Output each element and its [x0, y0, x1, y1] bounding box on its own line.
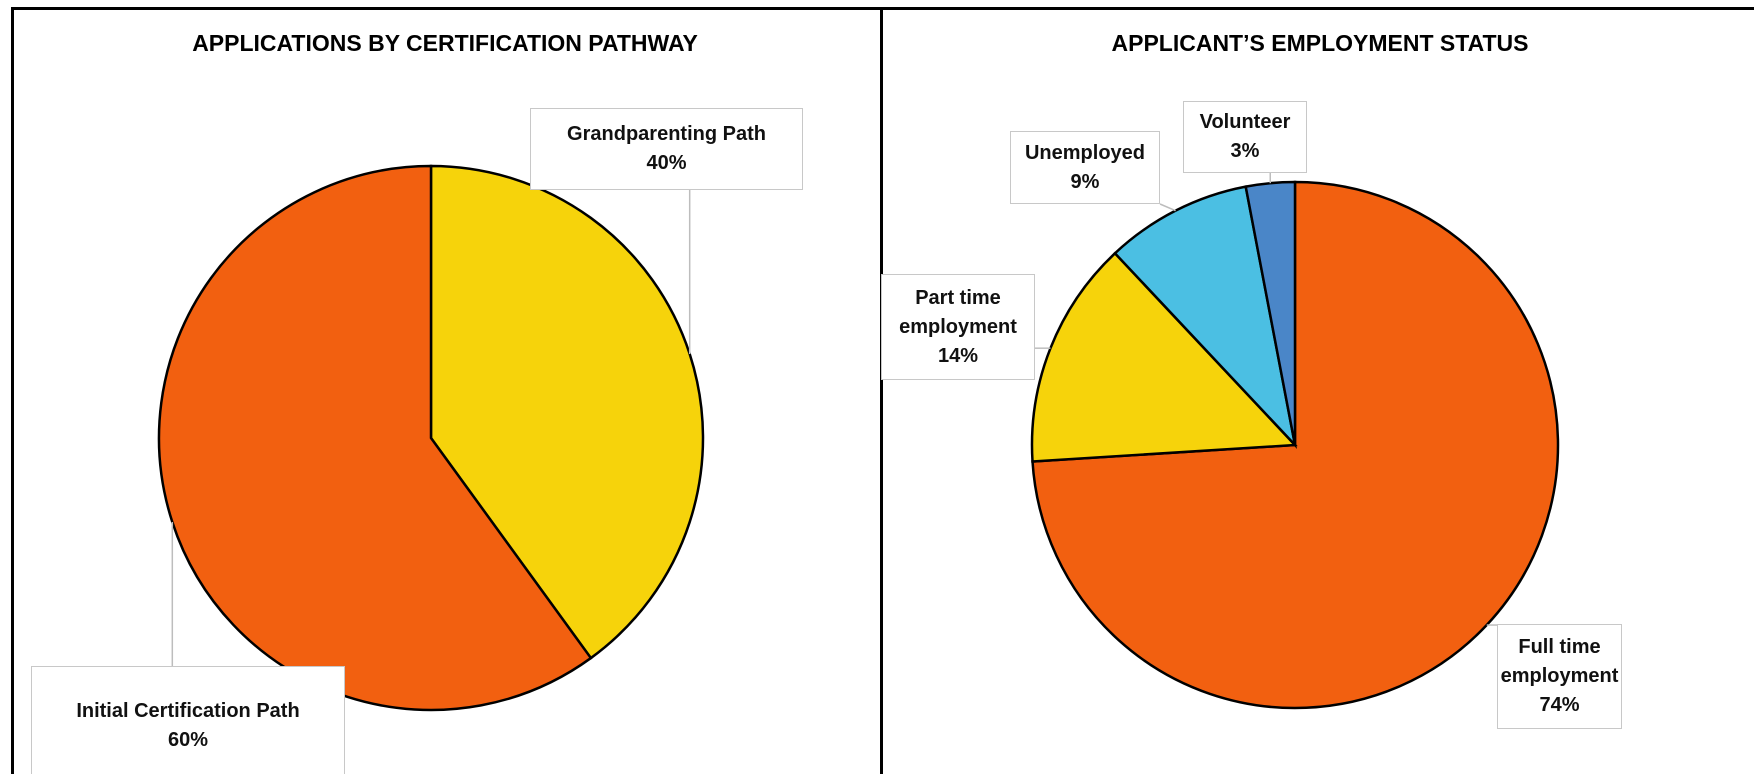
chart-title: APPLICATIONS BY CERTIFICATION PATHWAY	[192, 30, 698, 56]
label-category: Full time employment	[1498, 633, 1621, 691]
label-category: Volunteer	[1184, 108, 1306, 137]
label-category: Part time employment	[882, 284, 1034, 342]
dashboard: APPLICATIONS BY CERTIFICATION PATHWAY APP…	[0, 0, 1754, 774]
label-value: 14%	[882, 342, 1034, 371]
label-value: 40%	[531, 149, 802, 178]
label-value: 74%	[1498, 691, 1621, 720]
leader-line	[1160, 204, 1176, 211]
label-value: 60%	[32, 726, 344, 755]
label-value: 9%	[1011, 168, 1159, 197]
label-category: Initial Certification Path	[32, 697, 344, 726]
label-value: 3%	[1184, 137, 1306, 166]
label-category: Grandparenting Path	[531, 120, 802, 149]
chart-title: APPLICANT’S EMPLOYMENT STATUS	[1112, 30, 1529, 56]
charts: APPLICATIONS BY CERTIFICATION PATHWAY APP…	[0, 0, 1754, 774]
label-category: Unemployed	[1011, 139, 1159, 168]
